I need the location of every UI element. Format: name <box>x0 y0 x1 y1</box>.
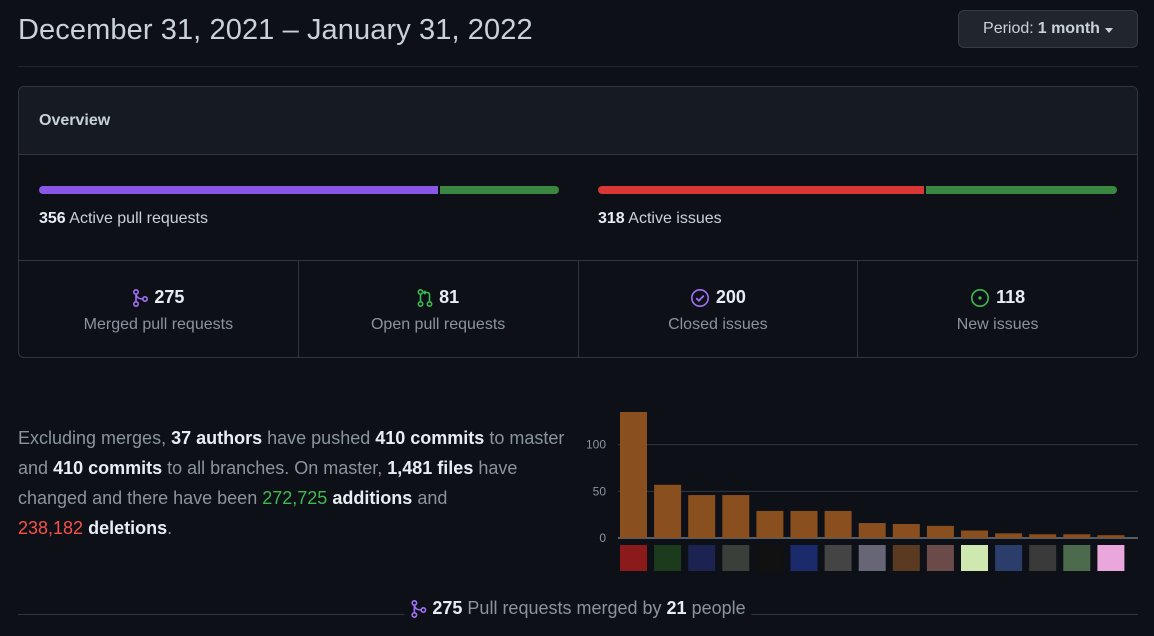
active-pull-requests-count: 356 <box>39 210 66 227</box>
summary-text: to master and <box>18 428 565 478</box>
commit-bar[interactable] <box>620 412 647 538</box>
files-changed-count: 1,481 files <box>387 458 474 478</box>
new-segment <box>923 186 1117 194</box>
commit-bar[interactable] <box>824 510 852 538</box>
author-avatar[interactable] <box>722 545 750 571</box>
active-pull-requests-label[interactable]: 356 Active pull requests <box>39 210 208 228</box>
author-avatar[interactable] <box>926 545 954 571</box>
author-avatar[interactable] <box>961 545 988 571</box>
summary-text: have changed and there have been <box>18 458 518 508</box>
commit-bar[interactable] <box>858 523 886 538</box>
author-avatar[interactable] <box>995 545 1023 571</box>
open-pull-requests-stat[interactable]: 81 Open pull requests <box>299 261 579 357</box>
author-avatar[interactable] <box>654 545 682 571</box>
master-commits-count: 410 commits <box>375 428 485 448</box>
commit-bar[interactable] <box>926 525 954 538</box>
merged-label: Merged pull requests <box>83 316 234 333</box>
commit-bar[interactable] <box>756 510 784 538</box>
footer-people-count: 21 <box>666 598 687 618</box>
author-avatar[interactable] <box>824 545 852 571</box>
new-issues-count: 118 <box>996 287 1026 307</box>
commit-bar[interactable] <box>892 524 920 538</box>
header: December 31, 2021 – January 31, 2022 Per… <box>18 0 1138 67</box>
additions-label: additions <box>332 488 413 508</box>
author-avatar[interactable] <box>1097 545 1125 571</box>
commit-bar[interactable] <box>961 530 988 538</box>
commit-bar[interactable] <box>790 510 818 538</box>
overview-title: Overview <box>19 87 1137 155</box>
closed-issues-stat[interactable]: 200 Closed issues <box>579 261 859 357</box>
open-pr-label: Open pull requests <box>370 316 506 333</box>
caret-down-icon <box>1104 27 1113 33</box>
merged-pull-requests-stat[interactable]: 275 Merged pull requests <box>19 261 299 357</box>
overview-stats: 275 Merged pull requests 81 Open pull re… <box>19 261 1137 357</box>
closed-issues-count: 200 <box>715 287 746 307</box>
active-pull-requests-text: Active pull requests <box>69 210 208 227</box>
footer-merged-count: 275 <box>432 598 463 618</box>
footer-text: people <box>691 598 746 618</box>
all-branches-commits-count: 410 commits <box>53 458 163 478</box>
commit-bar[interactable] <box>1097 535 1125 538</box>
author-avatar[interactable] <box>620 545 647 571</box>
closed-segment <box>598 186 924 194</box>
open-pr-count: 81 <box>439 287 460 307</box>
new-issues-stat[interactable]: 118 New issues <box>858 261 1137 357</box>
active-issues-label[interactable]: 318 Active issues <box>598 210 722 228</box>
issues-progress-bar[interactable] <box>598 186 1117 194</box>
overview-box: Overview 356 Active pull requests 318 Ac… <box>18 86 1138 358</box>
commit-bar[interactable] <box>688 495 716 538</box>
closed-issues-label: Closed issues <box>668 316 768 333</box>
summary-text: Excluding merges, <box>18 428 167 448</box>
summary-text: . <box>167 518 173 538</box>
authors-count: 37 authors <box>171 428 263 448</box>
y-tick-label: 50 <box>593 484 607 498</box>
merged-count: 275 <box>154 287 185 307</box>
commits-by-author-chart: 0 50 100 <box>582 400 1142 580</box>
date-range-title: December 31, 2021 – January 31, 2022 <box>18 14 533 46</box>
footer-text: Pull requests merged by <box>467 598 662 618</box>
overview-bars: 356 Active pull requests 318 Active issu… <box>19 155 1137 261</box>
author-avatar[interactable] <box>790 545 818 571</box>
deletions-label: deletions <box>88 518 168 538</box>
author-avatar[interactable] <box>858 545 886 571</box>
additions-count: 272,725 <box>262 488 328 508</box>
period-label: Period: <box>983 20 1034 37</box>
author-avatar[interactable] <box>892 545 920 571</box>
merged-segment <box>39 186 438 194</box>
y-tick-label: 0 <box>599 531 606 545</box>
author-avatar[interactable] <box>688 545 716 571</box>
commit-bar[interactable] <box>995 533 1023 538</box>
deletions-count: 238,182 <box>18 518 84 538</box>
summary-text: and <box>417 488 448 508</box>
commit-summary: Excluding merges, 37 authors have pushed… <box>18 423 578 543</box>
summary-text: to all branches. On master, <box>167 458 383 478</box>
merged-pull-requests-footer: 275 Pull requests merged by 21 people <box>18 598 1138 626</box>
period-select-button[interactable]: Period: 1 month <box>958 10 1138 48</box>
author-avatar[interactable] <box>1029 545 1057 571</box>
pull-request-icon <box>417 288 433 307</box>
issue-closed-icon <box>690 288 709 307</box>
commit-bar[interactable] <box>654 484 682 538</box>
commits-chart-svg: 0 50 100 <box>586 412 1138 571</box>
commit-bar[interactable] <box>1063 534 1091 538</box>
commit-bar[interactable] <box>722 495 750 538</box>
y-tick-label: 100 <box>586 438 606 452</box>
open-segment <box>437 186 559 194</box>
author-avatar[interactable] <box>756 545 784 571</box>
pull-requests-progress-bar[interactable] <box>39 186 559 194</box>
active-issues-count: 318 <box>598 210 625 227</box>
period-value: 1 month <box>1037 20 1100 37</box>
new-issues-label: New issues <box>956 316 1039 333</box>
merge-icon <box>411 599 427 618</box>
active-issues-text: Active issues <box>628 210 722 227</box>
commit-bar[interactable] <box>1029 534 1057 538</box>
merge-icon <box>133 288 149 307</box>
summary-text: have pushed <box>267 428 371 448</box>
author-avatar[interactable] <box>1063 545 1091 571</box>
issue-opened-icon <box>971 288 990 307</box>
